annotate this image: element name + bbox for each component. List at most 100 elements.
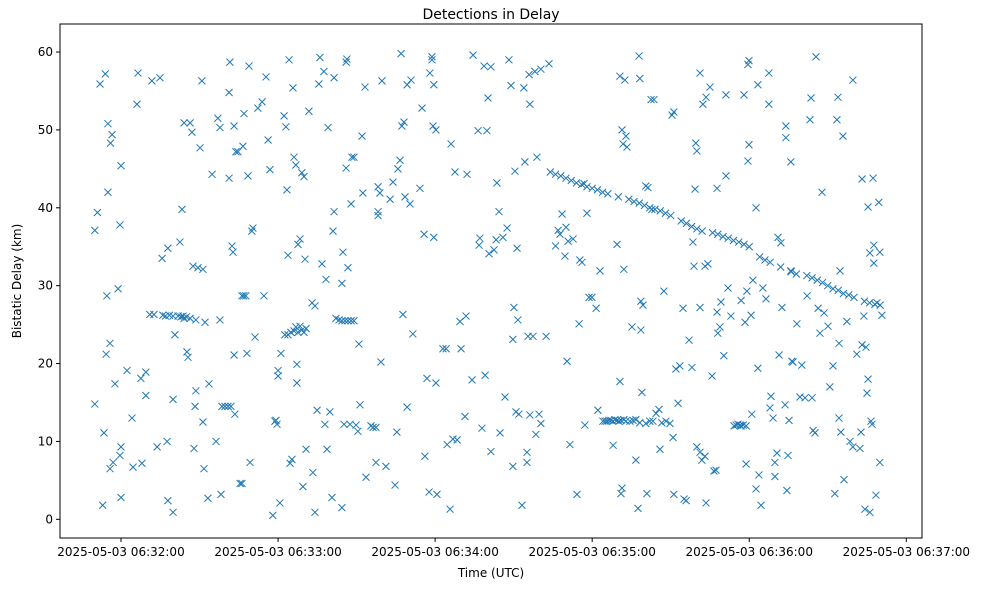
data-point: [866, 508, 874, 517]
data-point: [101, 69, 110, 78]
data-point: [840, 475, 848, 484]
x-axis-ticks: 2025-05-03 06:32:00 2025-05-03 06:33:00 20…: [57, 538, 970, 559]
data-point: [644, 183, 652, 192]
data-point: [294, 328, 302, 337]
data-point: [713, 230, 722, 239]
data-point: [254, 104, 262, 112]
data-points: [90, 49, 886, 520]
data-point: [701, 452, 709, 461]
data-point: [276, 499, 284, 507]
data-point: [824, 322, 832, 331]
data-point: [192, 386, 200, 395]
data-point: [432, 379, 440, 387]
data-point: [159, 311, 167, 320]
x-tick-label: 2025-05-03 06:32:00: [57, 545, 184, 559]
data-point: [747, 311, 755, 320]
data-point: [556, 172, 565, 180]
data-point: [710, 467, 718, 475]
data-point: [632, 415, 640, 424]
data-point: [198, 76, 206, 85]
data-point: [778, 303, 786, 312]
data-point: [429, 122, 437, 130]
data-point: [238, 479, 246, 488]
data-point: [114, 284, 122, 293]
data-point: [480, 62, 488, 70]
data-point: [396, 156, 404, 165]
data-point: [98, 501, 107, 510]
data-point: [634, 504, 642, 513]
data-point: [515, 410, 523, 419]
data-point: [575, 319, 583, 328]
data-point: [622, 417, 630, 426]
chart-title: Detections in Delay: [422, 7, 559, 23]
data-point: [776, 263, 785, 271]
data-point: [876, 458, 884, 467]
data-point: [229, 248, 237, 257]
data-point: [487, 62, 495, 71]
data-point: [446, 505, 454, 514]
data-point: [108, 130, 116, 139]
data-point: [818, 188, 826, 197]
y-tick-label: 10: [38, 434, 53, 448]
data-point: [355, 340, 363, 348]
data-point: [399, 310, 407, 319]
data-point: [624, 195, 633, 204]
data-point: [818, 278, 827, 287]
data-point: [706, 83, 714, 91]
data-point: [835, 414, 843, 422]
data-point: [240, 109, 248, 118]
data-point: [754, 364, 762, 373]
data-point: [496, 429, 504, 437]
data-point: [716, 323, 724, 331]
data-point: [439, 344, 447, 353]
data-point: [613, 416, 621, 425]
data-point: [615, 417, 623, 426]
data-point: [186, 119, 194, 127]
data-point: [787, 157, 795, 166]
data-point: [648, 205, 656, 214]
data-point: [519, 84, 528, 92]
data-point: [194, 263, 202, 272]
data-point: [347, 200, 355, 208]
data-point: [622, 132, 630, 140]
data-point: [511, 167, 519, 176]
data-point: [339, 248, 347, 257]
data-point: [666, 419, 674, 428]
data-point: [677, 217, 686, 225]
data-point: [300, 328, 308, 337]
data-point: [747, 410, 756, 419]
data-point: [580, 421, 589, 429]
data-point: [510, 303, 518, 312]
data-point: [835, 339, 843, 348]
data-point: [558, 210, 566, 218]
data-point: [217, 490, 225, 499]
data-point: [864, 203, 872, 211]
data-point: [834, 286, 843, 295]
data-point: [221, 402, 229, 411]
data-point: [687, 222, 696, 231]
data-point: [761, 256, 769, 264]
data-point: [573, 490, 581, 499]
data-point: [849, 76, 857, 84]
data-point: [829, 362, 837, 370]
data-point: [288, 455, 296, 464]
data-point: [190, 444, 198, 453]
data-point: [369, 423, 377, 432]
data-point: [361, 83, 369, 91]
data-point: [305, 107, 313, 116]
data-point: [567, 176, 576, 185]
data-point: [178, 205, 186, 214]
data-point: [423, 374, 431, 383]
data-point: [808, 393, 816, 402]
data-point: [372, 458, 380, 467]
data-point: [619, 140, 627, 148]
data-point: [281, 330, 289, 339]
data-point: [372, 423, 380, 432]
data-point: [685, 336, 693, 345]
data-point: [153, 443, 161, 451]
data-point: [656, 207, 665, 215]
data-point: [309, 468, 317, 477]
data-point: [142, 368, 150, 376]
data-point: [769, 414, 777, 422]
data-point: [868, 420, 876, 429]
